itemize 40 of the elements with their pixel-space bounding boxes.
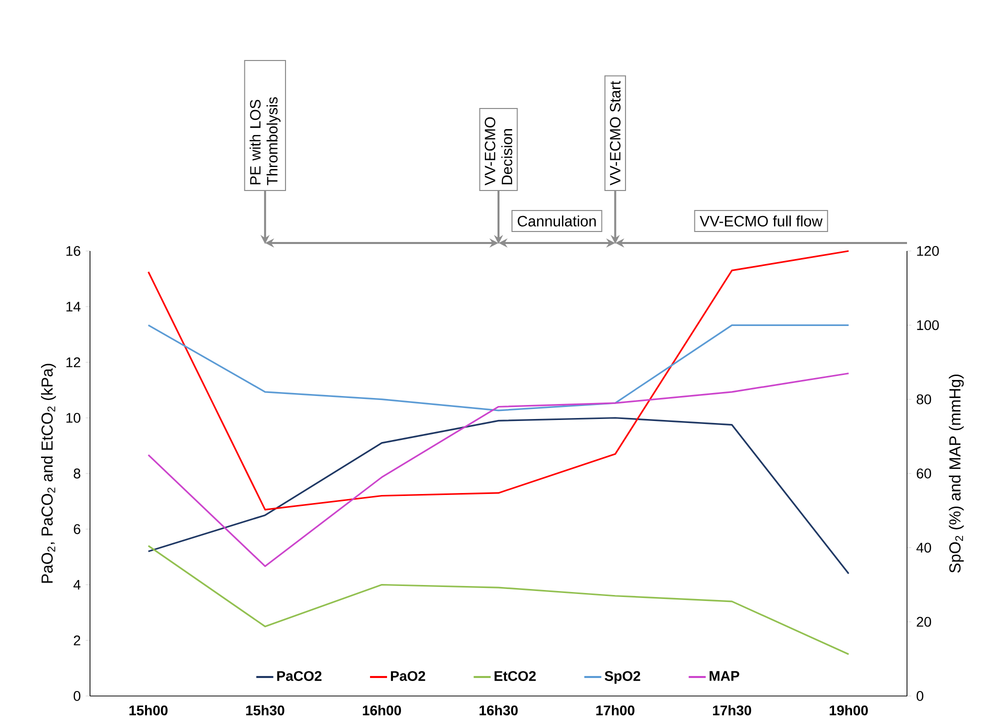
legend-label: SpO2 — [604, 671, 640, 684]
x-tick-label: 15h00 — [129, 705, 168, 716]
legend-label: PaO2 — [390, 671, 426, 681]
legend-label: EtCO2 — [494, 671, 536, 681]
y-tick-label: 4 — [73, 580, 80, 590]
y-tick-label: 10 — [66, 412, 80, 423]
x-tick-label: 17h30 — [713, 705, 752, 716]
text: VV-ECMO Start — [610, 80, 620, 186]
text: VV-ECMO full flow — [700, 216, 823, 226]
y2-tick-label: 0 — [916, 691, 924, 701]
y-tick-label: 16 — [66, 246, 80, 256]
y-tick-label: 12 — [66, 357, 80, 368]
legend-label: PaCO2 — [277, 671, 322, 681]
line-series — [148, 372, 850, 568]
y2-tick-label: 40 — [916, 542, 932, 553]
y-tick-label: 8 — [74, 468, 80, 478]
text: PE with LOS Thrombolysis — [250, 97, 280, 186]
x-tick-label: 19h00 — [830, 705, 868, 716]
y-tick-label: 0 — [74, 691, 80, 701]
y-axis-title: PaO$_{2}$, PaCO$_{2}$ and EtCO$_{2}$ (kPa) — [41, 364, 56, 583]
line-series — [148, 545, 850, 656]
y-tick-label: 6 — [74, 524, 80, 534]
text: Cannulation — [518, 216, 596, 226]
y2-tick-label: 80 — [916, 394, 932, 404]
x-tick-label: 17h00 — [596, 705, 634, 716]
y2-tick-label: 120 — [917, 246, 939, 256]
y2-tick-label: 100 — [917, 320, 939, 330]
y-tick-label: 14 — [66, 302, 80, 312]
x-tick-label: 15h30 — [246, 705, 284, 716]
y2-axis-title: SpO$_{2}$ (%) and MAP (mmHg) — [948, 374, 964, 573]
x-tick-label: 16h30 — [480, 705, 518, 716]
y-tick-label: 2 — [74, 635, 80, 646]
line-series — [148, 417, 850, 574]
line-series — [148, 324, 850, 412]
legend-label: MAP — [710, 671, 740, 681]
y2-tick-label: 20 — [916, 616, 932, 627]
y2-tick-label: 60 — [916, 468, 932, 478]
text: VV-ECMO Decision — [484, 117, 512, 186]
line-series — [148, 250, 850, 510]
x-tick-label: 16h00 — [362, 705, 401, 716]
